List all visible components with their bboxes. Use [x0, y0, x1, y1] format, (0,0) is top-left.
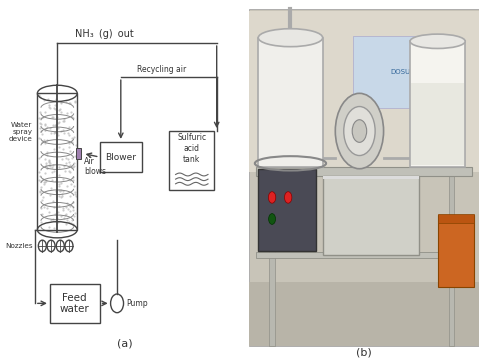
Bar	[323, 176, 419, 179]
Bar	[37, 93, 77, 230]
Bar	[449, 175, 454, 346]
Text: (a): (a)	[117, 338, 132, 348]
Ellipse shape	[410, 34, 465, 48]
Bar	[438, 214, 474, 223]
Bar	[50, 284, 100, 323]
Bar	[258, 169, 316, 251]
Bar	[269, 175, 275, 346]
Circle shape	[285, 192, 292, 203]
Bar	[249, 11, 479, 172]
Ellipse shape	[258, 29, 323, 47]
Bar	[258, 38, 323, 167]
Bar	[323, 176, 419, 255]
Text: Water
spray
device: Water spray device	[9, 122, 33, 141]
Bar	[353, 36, 456, 108]
Text: Air
blows: Air blows	[84, 157, 106, 176]
Circle shape	[268, 192, 276, 203]
Bar	[256, 167, 472, 176]
Text: (b): (b)	[356, 347, 372, 357]
Bar	[410, 41, 465, 167]
Text: Feed
water: Feed water	[60, 293, 90, 314]
Bar	[170, 131, 214, 190]
Bar	[249, 282, 479, 346]
Bar	[438, 215, 474, 287]
Bar	[256, 252, 472, 258]
Text: Recycling air: Recycling air	[137, 65, 186, 74]
Text: Blower: Blower	[105, 153, 137, 162]
Bar	[100, 142, 142, 172]
Text: Sulfuric
acid
tank: Sulfuric acid tank	[177, 133, 206, 164]
Text: Pump: Pump	[126, 299, 148, 308]
Circle shape	[269, 214, 275, 224]
Text: DOSUNG: DOSUNG	[390, 69, 421, 75]
Circle shape	[352, 120, 367, 143]
Text: NH₃  (g)  out: NH₃ (g) out	[75, 29, 134, 39]
Bar	[411, 84, 464, 165]
Circle shape	[344, 107, 375, 155]
Text: Nozzles: Nozzles	[5, 243, 33, 249]
Bar	[76, 148, 81, 159]
Circle shape	[335, 93, 384, 169]
